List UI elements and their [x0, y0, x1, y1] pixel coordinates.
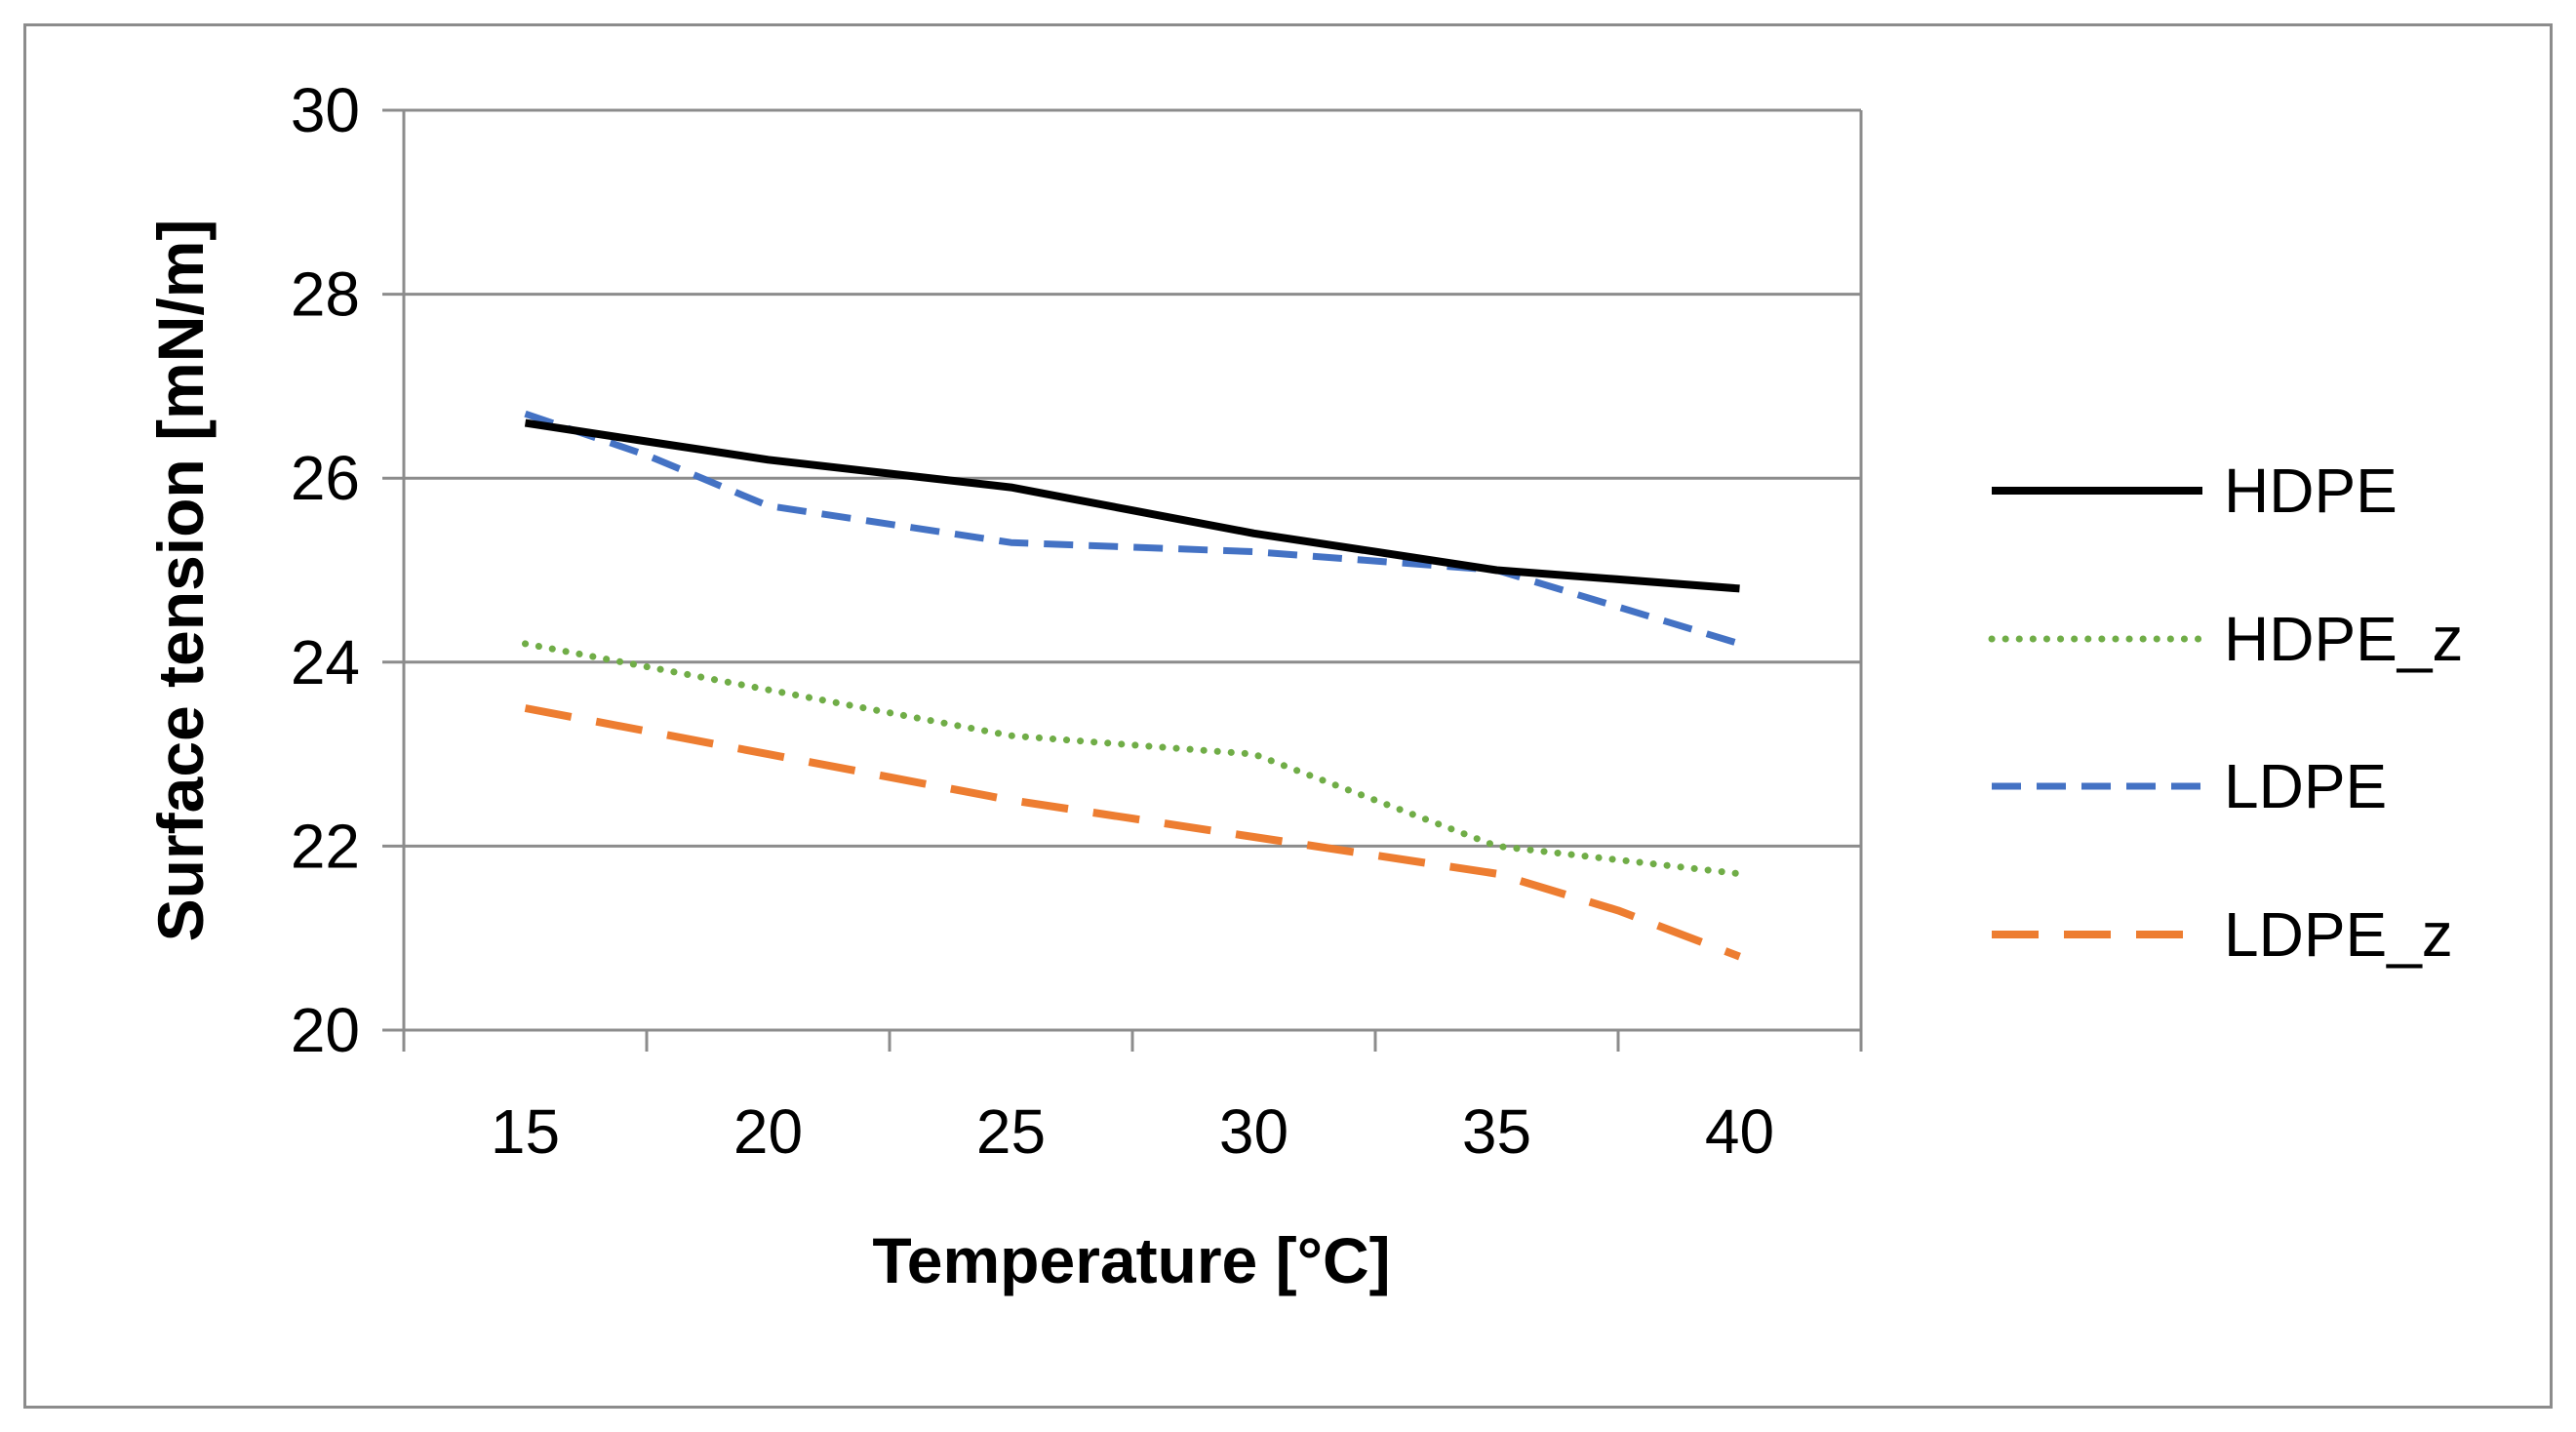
- chart-frame: [23, 23, 2553, 1409]
- x-tick-label: 35: [1462, 1096, 1531, 1167]
- series-line-ldpe: [524, 410, 1741, 648]
- legend-label-ldpe: LDPE: [2224, 751, 2387, 821]
- x-tick-label: 15: [491, 1096, 560, 1167]
- x-tick-label: 40: [1705, 1096, 1774, 1167]
- x-tick-label: 25: [976, 1096, 1046, 1167]
- legend-label-hdpe: HDPE: [2224, 456, 2398, 526]
- label-layer: 20 22 24 26 28 30 15 20 25 30 35 40: [291, 75, 1774, 1167]
- legend: HDPE HDPE_z LDPE LDPE_z: [1988, 456, 2463, 970]
- axis-layer: [382, 108, 1863, 1052]
- y-tick-label: 24: [291, 627, 360, 697]
- series-line-hdpe: [524, 418, 1740, 593]
- y-tick-label: 20: [291, 995, 360, 1065]
- y-tick-label: 26: [291, 443, 360, 513]
- series-layer: [522, 410, 1743, 961]
- y-tick-label: 22: [291, 811, 360, 881]
- y-tick-label: 30: [291, 75, 360, 145]
- series-line-ldpe-z: [524, 704, 1741, 961]
- x-axis-title: Temperature [°C]: [872, 1224, 1390, 1296]
- x-tick-label: 30: [1219, 1096, 1288, 1167]
- grid-layer: [404, 108, 1861, 848]
- series-line-hdpe-z: [522, 640, 1743, 878]
- legend-label-ldpe-z: LDPE_z: [2224, 899, 2453, 970]
- legend-label-hdpe-z: HDPE_z: [2224, 604, 2463, 674]
- x-tick-label: 20: [733, 1096, 803, 1167]
- y-axis-title: Surface tension [mN/m]: [144, 219, 217, 942]
- y-tick-label: 28: [291, 259, 360, 330]
